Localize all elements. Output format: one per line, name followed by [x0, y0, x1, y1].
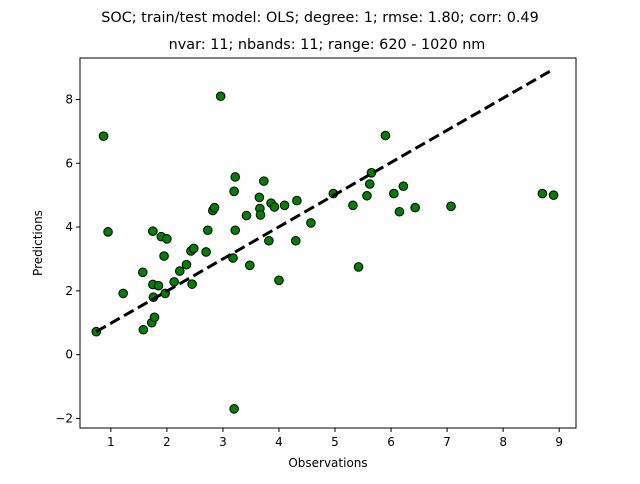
- data-point: [398, 181, 409, 192]
- x-tick-label: 4: [275, 435, 283, 449]
- data-point: [255, 210, 266, 220]
- data-point: [380, 130, 391, 141]
- x-tick-label: 7: [443, 435, 451, 449]
- data-point: [98, 131, 109, 141]
- data-point: [148, 226, 158, 236]
- data-point: [241, 210, 252, 221]
- y-tick-label: 0: [65, 348, 73, 362]
- data-point: [118, 288, 128, 299]
- data-point: [169, 277, 179, 287]
- data-point: [264, 235, 274, 246]
- data-point: [292, 195, 302, 206]
- data-point: [230, 172, 241, 182]
- y-tick-label: −2: [55, 411, 73, 425]
- data-point: [245, 260, 255, 271]
- x-axis-label: Observations: [288, 456, 367, 470]
- data-point: [149, 312, 160, 323]
- x-tick-label: 6: [387, 435, 395, 449]
- data-point: [290, 235, 301, 246]
- x-tick-label: 1: [107, 435, 115, 449]
- data-point: [254, 192, 265, 203]
- data-point: [159, 251, 169, 261]
- data-point: [537, 188, 548, 199]
- data-point: [229, 404, 239, 414]
- data-point: [446, 201, 456, 212]
- data-point: [362, 190, 372, 201]
- data-point: [230, 225, 241, 236]
- data-point: [410, 202, 420, 213]
- data-point: [187, 279, 197, 289]
- data-point: [279, 200, 290, 211]
- x-axis-ticks: 1 2 3 4 5 6 7 8 9: [107, 428, 563, 449]
- y-tick-label: 8: [65, 92, 73, 106]
- data-point: [215, 91, 226, 102]
- y-tick-label: 4: [65, 220, 73, 234]
- data-point: [348, 200, 358, 211]
- y-axis-ticks: −2 0 2 4 6 8: [55, 92, 80, 425]
- data-point: [174, 266, 185, 276]
- data-point: [274, 275, 284, 286]
- data-point: [548, 190, 559, 200]
- x-tick-label: 9: [555, 435, 563, 449]
- data-point: [103, 227, 113, 237]
- data-point: [364, 179, 375, 189]
- data-point: [138, 324, 149, 335]
- x-tick-label: 2: [163, 435, 171, 449]
- data-point: [353, 262, 364, 272]
- regression-line: [95, 67, 555, 333]
- data-point: [181, 259, 192, 270]
- chart-title: SOC; train/test model: OLS; degree: 1; r…: [101, 10, 538, 26]
- data-point: [137, 267, 148, 278]
- y-tick-label: 2: [65, 284, 73, 298]
- data-point: [259, 176, 269, 186]
- data-point: [394, 206, 405, 217]
- y-axis-label: Predictions: [31, 210, 45, 276]
- data-point: [162, 234, 172, 244]
- scatter-points: [91, 91, 559, 414]
- chart-subtitle: nvar: 11; nbands: 11; range: 620 - 1020 …: [169, 37, 486, 53]
- data-point: [201, 247, 211, 257]
- data-point: [188, 243, 199, 254]
- plot-frame: [79, 57, 577, 429]
- x-tick-label: 3: [219, 435, 227, 449]
- data-point: [229, 186, 239, 197]
- x-tick-label: 8: [499, 435, 507, 449]
- data-point: [269, 202, 280, 212]
- data-point: [389, 188, 399, 199]
- data-point: [209, 202, 220, 213]
- x-tick-label: 5: [331, 435, 339, 449]
- y-tick-label: 6: [65, 156, 73, 170]
- data-point: [202, 225, 213, 236]
- data-point: [306, 218, 316, 228]
- data-point: [153, 280, 164, 291]
